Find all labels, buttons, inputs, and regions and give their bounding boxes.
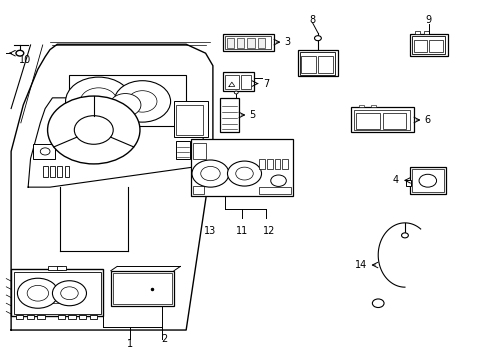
Bar — [176, 141, 190, 158]
Bar — [301, 56, 315, 73]
Text: 11: 11 — [236, 226, 248, 236]
Bar — [274, 159, 280, 169]
Circle shape — [52, 281, 86, 306]
Bar — [370, 105, 375, 108]
Bar — [266, 159, 272, 169]
Bar — [33, 144, 55, 158]
Bar — [58, 315, 65, 319]
Circle shape — [314, 36, 321, 41]
Bar — [27, 315, 34, 319]
Bar — [382, 113, 405, 129]
Bar — [411, 169, 443, 192]
Bar — [406, 180, 410, 186]
Bar — [57, 166, 62, 177]
Bar — [37, 315, 44, 319]
Bar — [240, 75, 251, 89]
Bar — [174, 102, 207, 137]
Text: 13: 13 — [204, 226, 216, 236]
Bar — [297, 50, 337, 76]
Bar — [47, 298, 72, 303]
Bar — [237, 38, 244, 48]
Bar — [354, 111, 409, 130]
Text: 10: 10 — [19, 55, 31, 65]
Text: 6: 6 — [424, 115, 429, 125]
Circle shape — [235, 167, 253, 180]
Bar — [50, 166, 55, 177]
Bar — [318, 56, 332, 73]
Bar — [111, 271, 174, 306]
Bar — [428, 40, 442, 52]
Text: 1: 1 — [127, 339, 133, 349]
Bar — [220, 98, 238, 132]
Circle shape — [74, 116, 113, 144]
Circle shape — [80, 88, 117, 115]
Text: 12: 12 — [262, 226, 274, 236]
Bar — [247, 38, 254, 48]
Bar — [358, 105, 363, 108]
Circle shape — [61, 287, 78, 300]
Bar — [69, 75, 186, 126]
Bar — [226, 38, 234, 48]
Text: 9: 9 — [425, 15, 431, 25]
Circle shape — [114, 81, 170, 122]
Bar — [64, 166, 69, 177]
Bar — [282, 159, 287, 169]
Circle shape — [40, 148, 50, 155]
Bar — [351, 108, 413, 132]
Text: 3: 3 — [284, 37, 290, 47]
Circle shape — [16, 50, 24, 56]
Circle shape — [201, 166, 220, 181]
Circle shape — [110, 94, 141, 116]
Circle shape — [234, 91, 238, 94]
Bar — [257, 38, 264, 48]
Circle shape — [227, 161, 261, 186]
Bar — [113, 273, 171, 304]
Circle shape — [65, 77, 131, 126]
Text: 8: 8 — [309, 15, 315, 25]
Circle shape — [192, 160, 228, 187]
Bar — [47, 266, 62, 270]
Bar — [14, 272, 101, 314]
Circle shape — [127, 91, 157, 112]
Circle shape — [401, 233, 407, 238]
Bar — [193, 186, 203, 194]
Bar — [57, 266, 66, 270]
Bar — [16, 315, 23, 319]
Circle shape — [47, 96, 140, 164]
Text: 2: 2 — [162, 334, 167, 344]
Bar — [222, 72, 254, 91]
Bar — [409, 167, 446, 194]
Bar — [90, 315, 97, 319]
Bar — [356, 113, 379, 129]
Bar — [414, 31, 419, 33]
Bar — [222, 33, 273, 51]
Bar — [191, 139, 292, 196]
Bar — [193, 143, 205, 159]
Bar — [224, 75, 238, 89]
Bar — [259, 159, 264, 169]
Bar — [68, 315, 76, 319]
Bar — [409, 33, 447, 56]
Bar — [413, 40, 427, 52]
Bar — [42, 166, 47, 177]
Text: 7: 7 — [262, 78, 268, 89]
Text: 5: 5 — [249, 110, 255, 120]
Bar — [300, 53, 335, 75]
Circle shape — [27, 285, 48, 301]
Text: 14: 14 — [354, 260, 366, 270]
Bar — [11, 269, 103, 316]
Circle shape — [372, 299, 383, 307]
Bar — [411, 36, 445, 54]
Text: 4: 4 — [391, 175, 398, 185]
Bar — [424, 31, 428, 33]
Circle shape — [18, 278, 58, 308]
Circle shape — [418, 174, 436, 187]
Circle shape — [270, 175, 286, 186]
Bar — [79, 315, 86, 319]
Bar — [259, 187, 290, 194]
Bar — [224, 36, 271, 49]
Bar — [176, 105, 203, 135]
